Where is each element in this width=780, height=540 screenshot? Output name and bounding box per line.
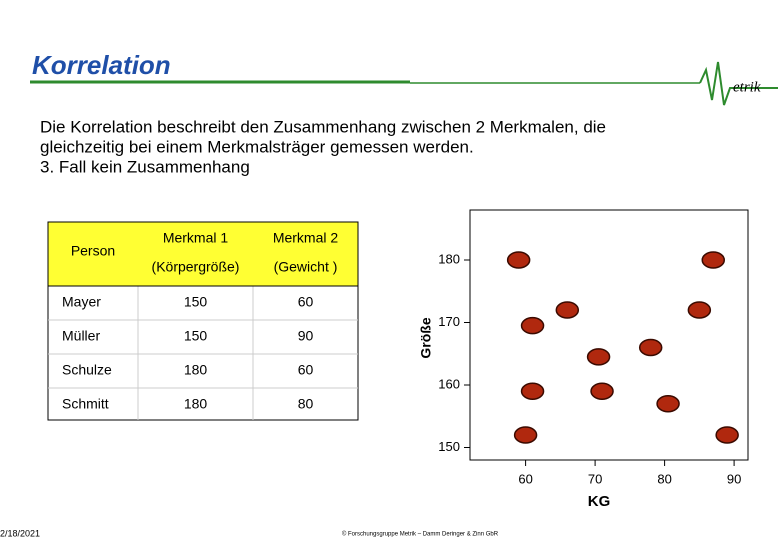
- body-text: 3. Fall kein Zusammenhang: [40, 157, 250, 176]
- y-tick-label: 150: [438, 439, 460, 454]
- point: [506, 251, 531, 269]
- x-tick-label: 80: [657, 471, 671, 486]
- point: [715, 426, 739, 444]
- plot-frame: [469, 209, 749, 461]
- point: [656, 395, 680, 413]
- point: [590, 382, 614, 400]
- table-cell: 90: [298, 328, 314, 344]
- table-cell: 150: [184, 294, 208, 310]
- date: 2/18/2021: [0, 528, 40, 538]
- y-tick-label: 180: [438, 251, 460, 266]
- x-tick-label: 70: [588, 471, 602, 486]
- header-cell: Merkmal 1: [163, 230, 229, 246]
- table-cell: 60: [298, 294, 314, 310]
- table-cell: 60: [298, 362, 314, 378]
- x-tick-label: 60: [518, 471, 532, 486]
- table-frame: [47, 221, 359, 421]
- table-cell: 80: [298, 396, 314, 412]
- point: [520, 382, 545, 400]
- table-header-bg: [48, 222, 358, 286]
- scatter-plot: 150 160 170 180 60 70 80 90 KG Größe: [418, 251, 741, 510]
- body-text: Die Korrelation beschreibt den Zusammenh…: [40, 117, 606, 136]
- table-cell: 180: [184, 396, 208, 412]
- table-cell: Mayer: [62, 294, 101, 310]
- y-tick-label: 160: [438, 376, 460, 391]
- point: [555, 301, 580, 319]
- point: [586, 348, 611, 366]
- point: [513, 426, 538, 444]
- logo-text: etrik: [733, 79, 761, 95]
- logo-mark: [699, 61, 778, 106]
- header-cell: (Körpergröße): [152, 259, 240, 275]
- body-text: gleichzeitig bei einem Merkmalsträger ge…: [40, 137, 474, 156]
- point: [638, 338, 663, 357]
- point: [687, 301, 712, 319]
- table-cell: 150: [184, 328, 208, 344]
- table-cell: Schulze: [62, 362, 112, 378]
- x-tick-label: 90: [727, 471, 741, 486]
- y-axis-label: Größe: [418, 317, 434, 358]
- x-axis-label: KG: [588, 493, 611, 510]
- y-tick-label: 170: [438, 314, 460, 329]
- header-cell: Person: [71, 243, 115, 259]
- header-cell: (Gewicht ): [274, 259, 338, 275]
- footer: © Forschungsgruppe Metrik – Damm Deringe…: [342, 531, 499, 538]
- table-cell: Müller: [62, 328, 100, 344]
- point: [520, 316, 545, 335]
- table: Person Merkmal 1 (Körpergröße) Merkmal 2 (Ge…: [48, 230, 358, 420]
- table-cell: 180: [184, 362, 208, 378]
- header-cell: Merkmal 2: [273, 230, 339, 246]
- slide-title: Korrelation: [32, 50, 171, 80]
- table-cell: Schmitt: [62, 396, 109, 412]
- point: [701, 251, 725, 269]
